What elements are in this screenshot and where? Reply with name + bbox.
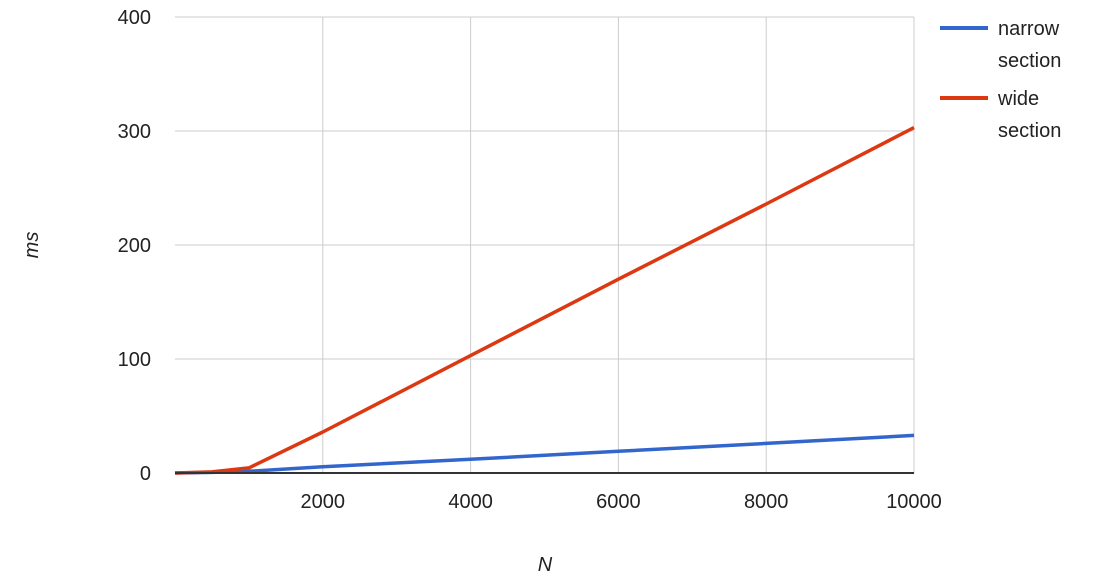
series-line-1 (174, 126, 915, 475)
x-axis-label: N (538, 554, 553, 576)
x-tick-label: 2000 (301, 491, 346, 513)
legend: narrow section wide section (940, 18, 1061, 142)
series-line-0 (174, 433, 915, 475)
axes: 0 100 200 300 400 2000 4000 6000 8000 10000 (118, 7, 942, 513)
y-tick-label: 0 (140, 463, 151, 485)
gridlines (175, 16, 915, 473)
series-lines (174, 126, 915, 475)
y-tick-label: 100 (118, 349, 151, 371)
legend-label: section (998, 50, 1061, 72)
x-tick-label: 10000 (886, 491, 942, 513)
y-tick-label: 200 (118, 235, 151, 257)
x-tick-label: 6000 (596, 491, 641, 513)
y-tick-label: 300 (118, 121, 151, 143)
y-tick-label: 400 (118, 7, 151, 29)
x-tick-label: 8000 (744, 491, 789, 513)
legend-label: wide (997, 88, 1039, 110)
x-tick-label: 4000 (448, 491, 493, 513)
legend-label: section (998, 120, 1061, 142)
legend-label: narrow (998, 18, 1060, 40)
y-axis-label: ms (21, 232, 43, 259)
